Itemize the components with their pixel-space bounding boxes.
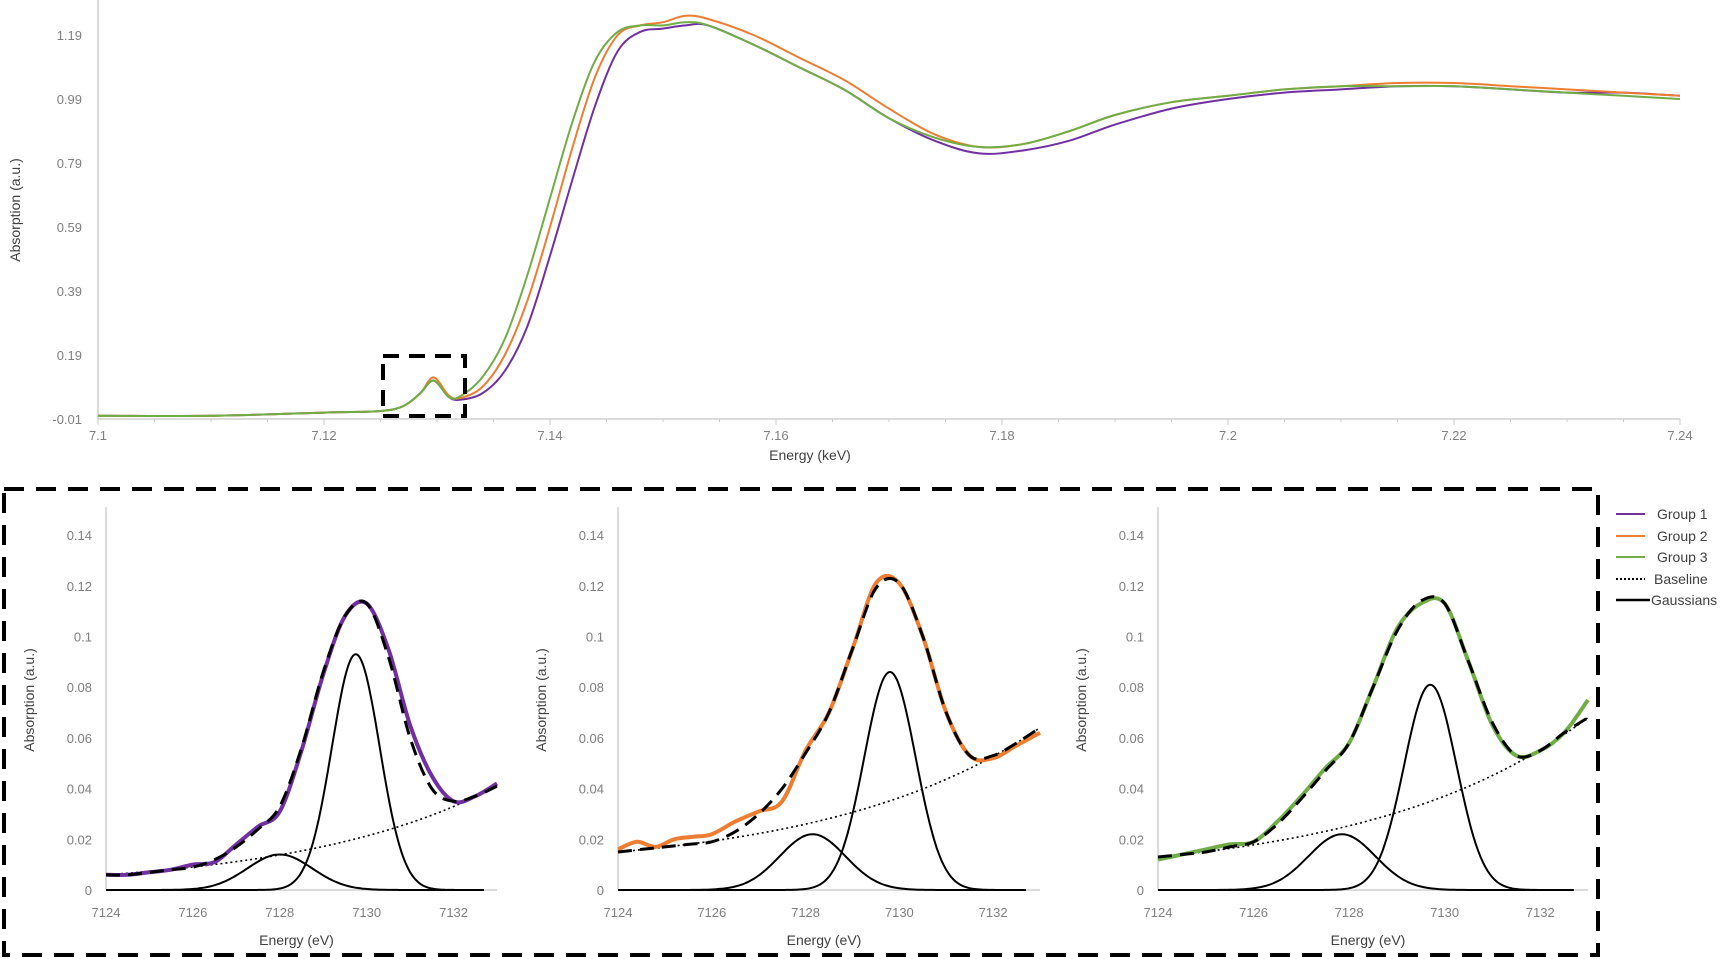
fit-line [617, 576, 1041, 854]
x-tick-label: 7.2 [1219, 428, 1237, 443]
pre-edge-panel-group1: 0 0.02 0.04 0.06 0.08 0.1 0.12 0.14 7124 7126 7128… [21, 507, 499, 948]
x-axis-title: Energy (eV) [787, 932, 862, 948]
x-tick-label: 7130 [352, 905, 381, 920]
x-tick-label: 7126 [1239, 905, 1268, 920]
y-tick-label: 0.06 [1119, 731, 1144, 746]
y-tick-label: 0.19 [57, 348, 82, 363]
y-tick-label: 0.04 [67, 782, 92, 797]
x-tick-label: 7126 [697, 905, 726, 920]
y-tick-label: 0.02 [1119, 832, 1144, 847]
y-tick-label: 0.79 [57, 156, 82, 171]
gaussian-component-2 [1158, 683, 1574, 891]
baseline-line [1157, 716, 1589, 858]
y-tick-label: -0.01 [52, 412, 82, 427]
y-tick-label: 0.1 [1126, 630, 1144, 645]
y-axis-title: Absorption (a.u.) [7, 158, 23, 262]
x-axis-title: Energy (eV) [1331, 932, 1406, 948]
y-tick-label: 0.39 [57, 284, 82, 299]
fit-line [1157, 595, 1589, 859]
x-tick-label: 7128 [265, 905, 294, 920]
series-line-group2 [97, 14, 1681, 418]
x-tick-label: 7.24 [1667, 428, 1692, 443]
y-tick-label: 0.59 [57, 220, 82, 235]
legend-item-gaussians: Gaussians [1616, 592, 1717, 608]
y-tick-label: 0.06 [67, 731, 92, 746]
x-tick-label: 7126 [178, 905, 207, 920]
legend-label-gaussians: Gaussians [1651, 592, 1717, 608]
x-tick-label: 7.12 [311, 428, 336, 443]
y-tick-label: 0.04 [579, 782, 604, 797]
legend-item-group3: Group 3 [1616, 549, 1708, 565]
y-tick-label: 0 [85, 883, 92, 898]
y-tick-label: 0.06 [579, 731, 604, 746]
legend-item-group2: Group 2 [1616, 528, 1708, 544]
x-axis-title: Energy (eV) [259, 932, 334, 948]
y-tick-label: 0.14 [579, 528, 604, 543]
baseline-line [617, 727, 1041, 853]
x-tick-label: 7.14 [537, 428, 562, 443]
y-tick-label: 0.08 [1119, 680, 1144, 695]
y-tick-labels: -0.01 0.19 0.39 0.59 0.79 0.99 1.19 [52, 28, 82, 427]
y-tick-label: 0.12 [1119, 579, 1144, 594]
y-tick-label: 0.14 [67, 528, 92, 543]
legend-label-baseline: Baseline [1654, 571, 1708, 587]
x-tick-label: 7132 [979, 905, 1008, 920]
x-tick-label: 7128 [791, 905, 820, 920]
x-tick-label: 7124 [92, 905, 121, 920]
y-axis-title: Absorption (a.u.) [21, 648, 37, 752]
x-tick-label: 7124 [1144, 905, 1173, 920]
x-tick-label: 7128 [1335, 905, 1364, 920]
gaussian-component-2 [618, 670, 1026, 891]
y-tick-label: 0.02 [579, 832, 604, 847]
legend-item-baseline: Baseline [1616, 571, 1708, 587]
gaussian-component-1 [1158, 833, 1574, 891]
y-tick-label: 0.1 [586, 630, 604, 645]
y-tick-label: 0 [597, 883, 604, 898]
gaussian-component-2 [106, 653, 484, 891]
x-tick-label: 7130 [885, 905, 914, 920]
y-tick-label: 0 [1137, 883, 1144, 898]
series-line-group3 [97, 21, 1681, 418]
pre-edge-panel-group2: 0 0.02 0.04 0.06 0.08 0.1 0.12 0.14 7124 7126 7128… [533, 507, 1041, 948]
pre-edge-panels-frame [2, 487, 1600, 957]
fit-line [105, 599, 498, 877]
y-tick-label: 0.08 [579, 680, 604, 695]
measured-data-line [1157, 596, 1590, 862]
x-tick-label: 7.16 [763, 428, 788, 443]
y-tick-label: 0.1 [74, 630, 92, 645]
y-tick-label: 0.04 [1119, 782, 1144, 797]
legend-label-group1: Group 1 [1657, 506, 1708, 522]
y-tick-label: 0.02 [67, 832, 92, 847]
x-tick-label: 7.1 [89, 428, 107, 443]
legend-item-group1: Group 1 [1616, 506, 1708, 522]
x-axis-title: Energy (keV) [769, 447, 851, 463]
y-tick-label: 0.14 [1119, 528, 1144, 543]
legend: Group 1 Group 2 Group 3 Baseline Gaussia… [1616, 506, 1717, 608]
x-tick-label: 7.18 [989, 428, 1014, 443]
y-tick-label: 0.12 [579, 579, 604, 594]
x-tick-marks [97, 419, 1681, 425]
y-tick-label: 0.08 [67, 680, 92, 695]
y-tick-label: 0.12 [67, 579, 92, 594]
series-lines [97, 14, 1681, 418]
y-axis-title: Absorption (a.u.) [533, 648, 549, 752]
x-tick-label: 7.22 [1441, 428, 1466, 443]
pre-edge-panel-group3: 0 0.02 0.04 0.06 0.08 0.1 0.12 0.14 7124 7126 7128… [1073, 507, 1590, 948]
x-tick-label: 7124 [604, 905, 633, 920]
xanes-overview-chart: -0.010.190.390.590.790.991.19 7.1 7.12 7.1… [7, 0, 1693, 463]
x-tick-label: 7132 [439, 905, 468, 920]
x-tick-label: 7132 [1526, 905, 1555, 920]
y-tick-label: 1.19 [57, 28, 82, 43]
legend-label-group2: Group 2 [1657, 528, 1708, 544]
y-axis-title: Absorption (a.u.) [1073, 648, 1089, 752]
pre-edge-highlight-box [381, 354, 467, 418]
legend-label-group3: Group 3 [1657, 549, 1708, 565]
measured-data-line [105, 599, 499, 877]
x-tick-label: 7130 [1430, 905, 1459, 920]
gaussian-component-1 [618, 833, 1026, 891]
x-tick-labels: 7.1 7.12 7.14 7.16 7.18 7.2 7.22 7.24 [89, 428, 1693, 443]
y-tick-label: 0.99 [57, 92, 82, 107]
